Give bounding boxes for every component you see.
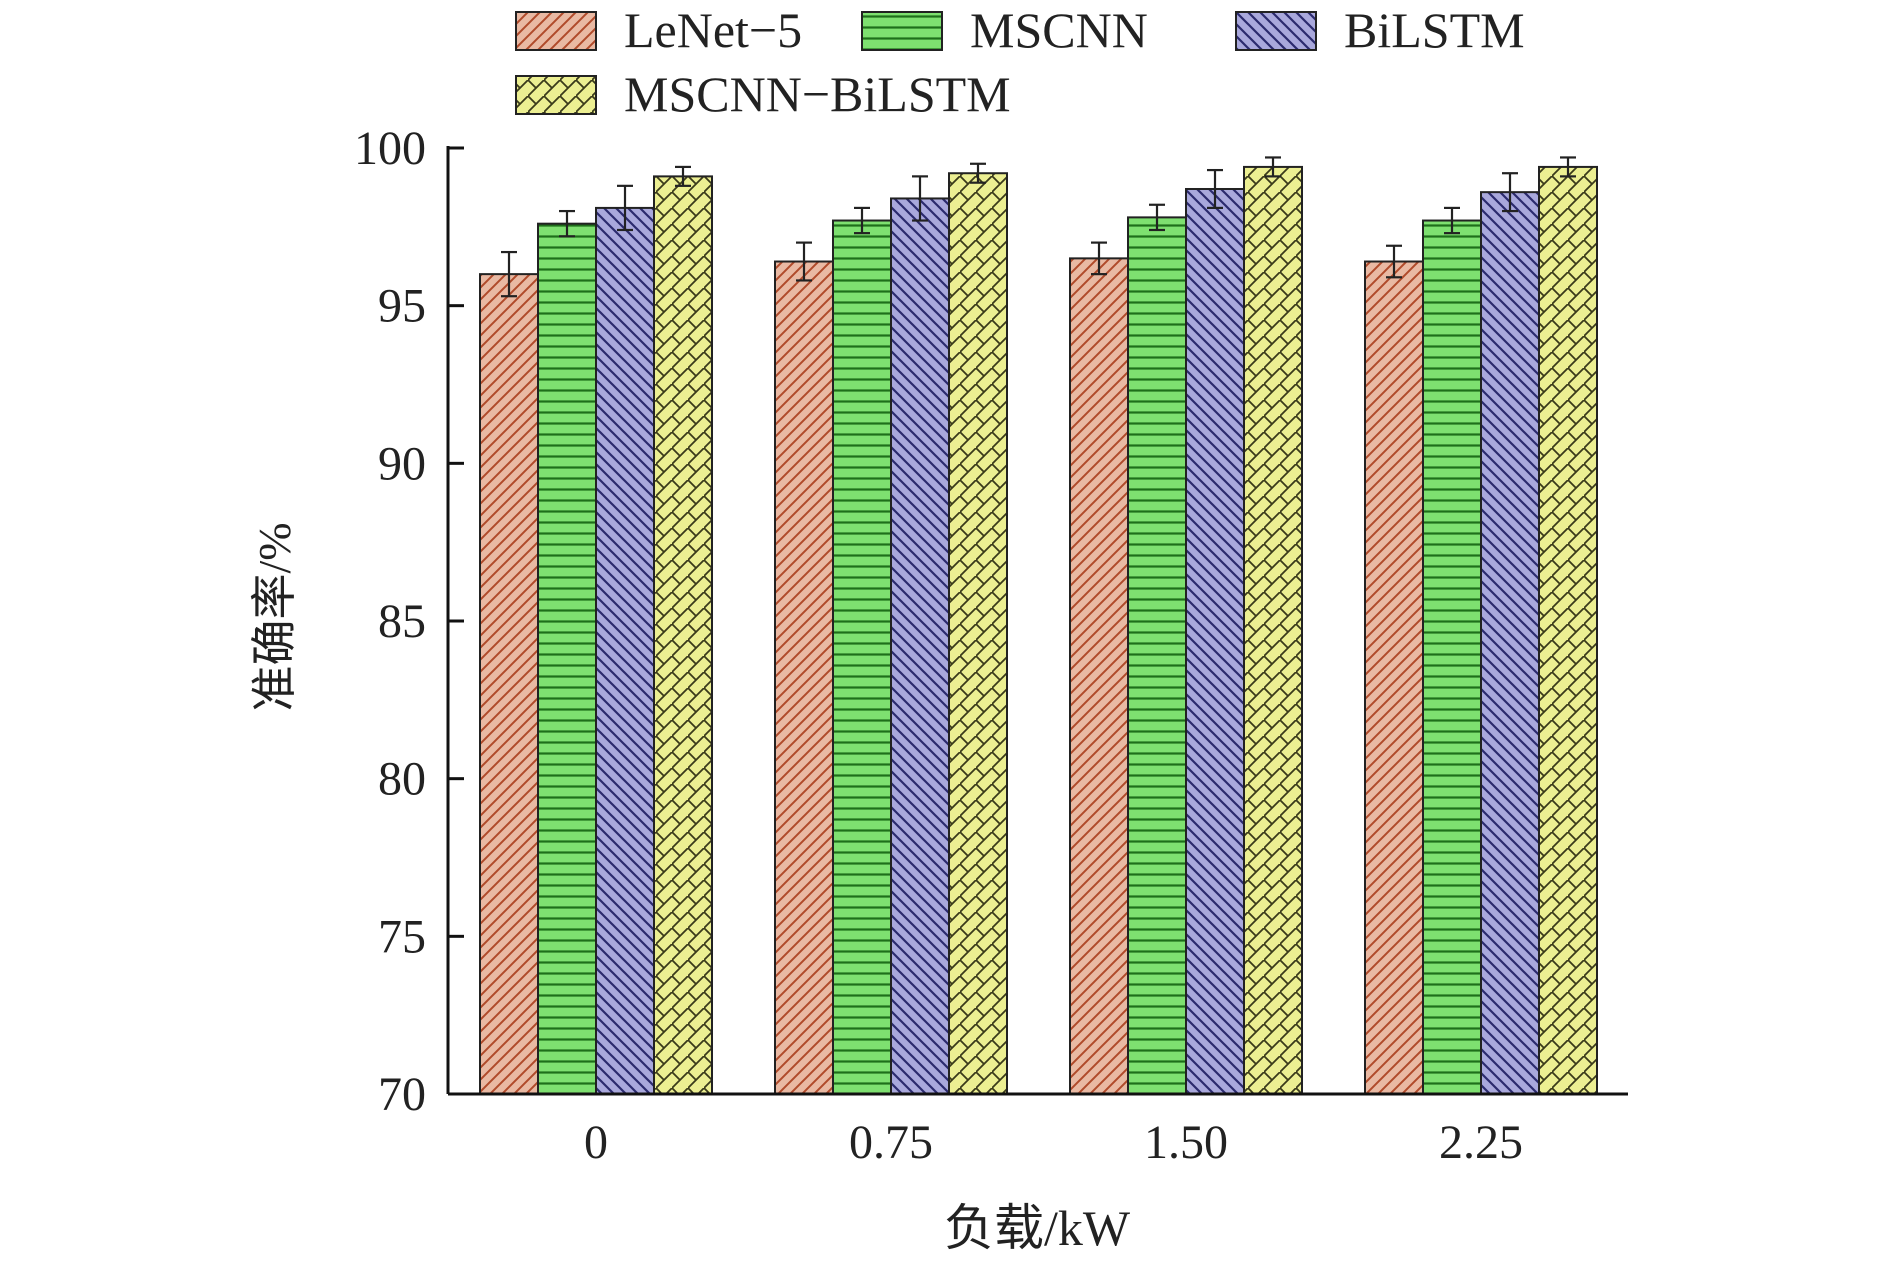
y-tick-label: 85 [378,595,426,648]
y-axis-label: 准确率/% [249,522,300,711]
bar [479,273,539,1095]
error-bar [970,162,986,184]
legend: LeNet−5 MSCNN BiLSTM MSCNN−BiLSTM [515,2,1525,122]
bar [1243,165,1303,1096]
legend-item: MSCNN [861,2,1148,58]
series-0 [479,241,1424,1096]
error-bar [501,250,517,298]
x-axis-label: 负载/kW [944,1200,1131,1256]
y-tick-label: 75 [378,910,426,963]
bar [1364,260,1424,1095]
x-tick-label: 1.50 [1144,1116,1228,1169]
bar [1127,216,1187,1095]
bar [1069,257,1129,1096]
x-tick-label: 0 [584,1116,608,1169]
error-bar [1265,156,1281,178]
bar [948,172,1008,1095]
bar [774,260,834,1095]
bar [832,219,892,1095]
error-bar [675,165,691,187]
legend-label: MSCNN [970,2,1148,58]
bar [1480,191,1540,1095]
x-tick-label: 0.75 [849,1116,933,1169]
error-bar [1386,244,1402,279]
error-bar [1560,156,1576,178]
legend-label: MSCNN−BiLSTM [624,66,1011,122]
axes: 70 75 80 85 90 95 100 0 0.75 1.50 2.25 [354,122,1628,1169]
series-3 [653,156,1598,1096]
legend-swatch [515,75,597,115]
y-tick-label: 70 [378,1068,426,1121]
bar [890,197,950,1096]
bar [1538,165,1598,1096]
error-bar [1149,203,1165,232]
x-tick-label: 2.25 [1439,1116,1523,1169]
legend-label: LeNet−5 [624,2,802,58]
legend-item: LeNet−5 [515,2,802,58]
bars-group [479,156,1598,1096]
y-tick-label: 100 [354,122,426,175]
error-bar [796,241,812,282]
error-bar [559,209,575,238]
legend-swatch [1235,11,1317,51]
bar [653,175,713,1095]
error-bar [617,184,633,232]
y-tick-label: 90 [378,437,426,490]
series-1 [537,203,1482,1095]
legend-label: BiLSTM [1344,2,1525,58]
bar [595,206,655,1095]
legend-item: MSCNN−BiLSTM [515,66,1011,122]
y-tick-label: 95 [378,280,426,333]
error-bar [1207,168,1223,210]
y-tick-label: 80 [378,753,426,806]
error-bar [1444,206,1460,235]
error-bar [1502,172,1518,213]
bar [1185,187,1245,1095]
legend-item: BiLSTM [1235,2,1525,58]
error-bar [912,175,928,222]
legend-swatch [861,11,943,51]
bar [1422,219,1482,1095]
error-bar [854,206,870,235]
legend-swatch [515,11,597,51]
bar [537,222,597,1095]
error-bar [1091,241,1107,276]
series-2 [595,168,1540,1096]
